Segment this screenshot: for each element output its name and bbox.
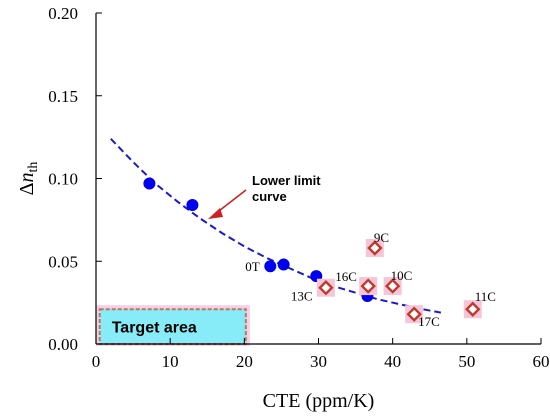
y-tick-label: 0.20 xyxy=(48,4,78,23)
y-tick-label: 0.00 xyxy=(48,335,78,354)
target-area-label: Target area xyxy=(112,320,197,337)
data-point-circle xyxy=(264,260,277,273)
y-axis-title: Δnth xyxy=(16,162,41,196)
x-tick-label: 30 xyxy=(310,352,327,371)
lower-limit-curve-line xyxy=(110,138,442,314)
data-point-diamond xyxy=(465,301,481,317)
data-point-label: 9C xyxy=(374,230,389,245)
data-point-diamond xyxy=(360,278,376,294)
lower-limit-curve xyxy=(110,138,442,314)
y-axis-title-n: n xyxy=(16,173,38,183)
x-tick-label: 50 xyxy=(458,352,475,371)
x-tick-label: 20 xyxy=(236,352,253,371)
y-tick-label: 0.05 xyxy=(48,252,78,271)
data-point-label: 17C xyxy=(418,314,440,329)
data-points: 0T 9C 13C 16C 10C 17C 11C xyxy=(143,177,496,329)
annotation-arrowhead xyxy=(208,208,223,219)
annotation-label-line1: Lower limit xyxy=(252,173,321,188)
data-point-circle xyxy=(143,177,156,190)
x-axis-title: CTE (ppm/K) xyxy=(263,390,375,412)
data-point-diamond xyxy=(367,240,383,256)
x-tick-label: 40 xyxy=(384,352,401,371)
data-point-circle xyxy=(277,258,290,271)
y-tick-label: 0.10 xyxy=(48,170,78,189)
y-axis-title-delta: Δ xyxy=(16,182,38,195)
target-area-box xyxy=(98,308,247,345)
data-point-diamond xyxy=(384,278,401,294)
y-axis-title-sub: th xyxy=(26,162,41,173)
data-point-circle xyxy=(186,198,199,211)
axes: 0 10 20 30 40 50 60 0.00 0.05 0.10 0.15 0.20 xyxy=(48,4,549,371)
target-area-group: Target area xyxy=(95,305,250,346)
data-point-label: 0T xyxy=(245,259,260,274)
data-point-label: 11C xyxy=(475,289,496,304)
data-point-label: 10C xyxy=(391,268,413,283)
annotation-label-line2: curve xyxy=(252,189,287,204)
x-tick-label: 60 xyxy=(533,352,550,371)
x-tick-label: 10 xyxy=(162,352,179,371)
data-point-label: 16C xyxy=(335,269,357,284)
curve-annotation: Lower limit curve xyxy=(208,173,321,219)
y-tick-label: 0.15 xyxy=(48,87,78,106)
data-point-diamond xyxy=(406,306,422,322)
data-point-label: 13C xyxy=(291,289,313,304)
data-point-diamond xyxy=(318,280,334,296)
x-tick-label: 0 xyxy=(92,352,101,371)
